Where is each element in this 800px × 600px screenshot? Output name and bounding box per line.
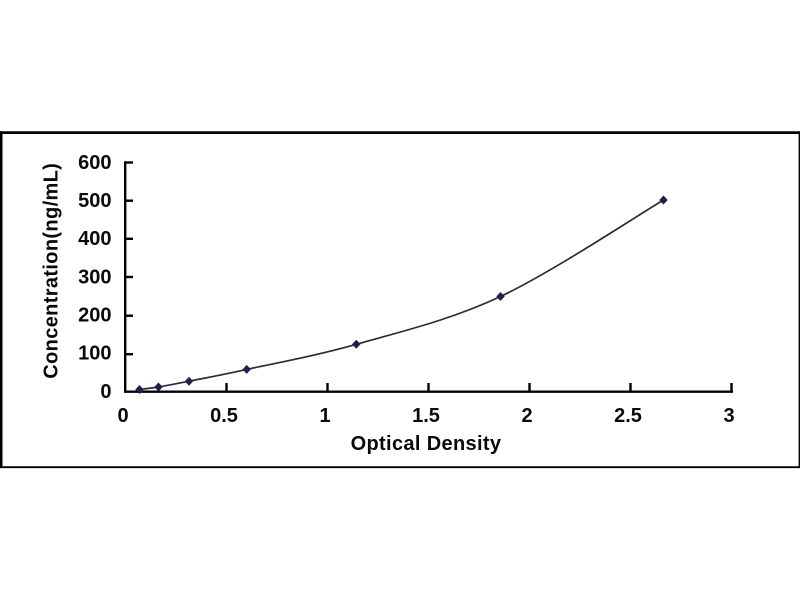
svg-text:300: 300: [78, 266, 111, 288]
svg-text:Concentration(ng/mL): Concentration(ng/mL): [41, 163, 63, 379]
svg-text:3: 3: [723, 405, 734, 427]
svg-text:1: 1: [319, 405, 330, 427]
svg-text:1.5: 1.5: [412, 405, 440, 427]
svg-text:2.5: 2.5: [614, 405, 642, 427]
svg-text:0.5: 0.5: [210, 405, 238, 427]
svg-text:500: 500: [78, 190, 111, 212]
svg-text:600: 600: [78, 152, 111, 174]
svg-text:0: 0: [100, 381, 111, 403]
svg-text:0: 0: [117, 405, 128, 427]
svg-text:Optical Density: Optical Density: [351, 433, 502, 455]
svg-text:400: 400: [78, 228, 111, 250]
svg-text:2: 2: [521, 405, 532, 427]
svg-text:200: 200: [78, 305, 111, 327]
svg-text:100: 100: [78, 343, 111, 365]
